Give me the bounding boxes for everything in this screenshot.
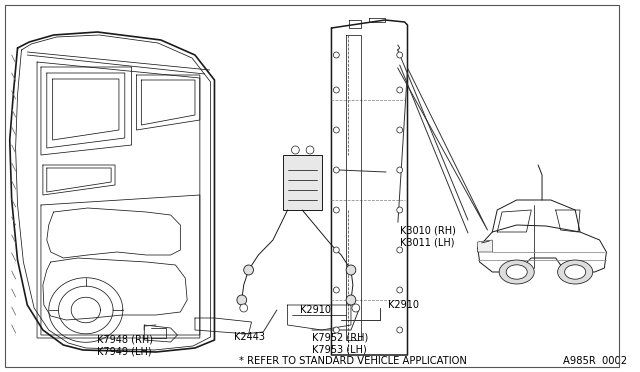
Text: K2443: K2443 xyxy=(234,332,265,342)
Text: K7952 (RH): K7952 (RH) xyxy=(312,332,368,342)
Circle shape xyxy=(333,52,339,58)
Circle shape xyxy=(237,295,246,305)
Circle shape xyxy=(306,146,314,154)
Circle shape xyxy=(397,247,403,253)
Text: K2910: K2910 xyxy=(300,305,332,315)
Text: K2910: K2910 xyxy=(388,300,419,310)
Circle shape xyxy=(244,265,253,275)
Text: K3011 (LH): K3011 (LH) xyxy=(400,237,454,247)
Circle shape xyxy=(333,247,339,253)
Circle shape xyxy=(397,287,403,293)
Text: K7953 (LH): K7953 (LH) xyxy=(312,344,367,354)
Ellipse shape xyxy=(564,265,586,279)
Text: K3010 (RH): K3010 (RH) xyxy=(400,225,456,235)
Circle shape xyxy=(346,265,356,275)
Circle shape xyxy=(397,327,403,333)
Circle shape xyxy=(240,304,248,312)
Circle shape xyxy=(352,304,360,312)
Text: K7948 (RH): K7948 (RH) xyxy=(97,334,154,344)
Circle shape xyxy=(346,295,356,305)
Circle shape xyxy=(397,167,403,173)
Circle shape xyxy=(333,287,339,293)
Circle shape xyxy=(397,87,403,93)
Circle shape xyxy=(333,127,339,133)
Circle shape xyxy=(333,327,339,333)
Circle shape xyxy=(397,127,403,133)
Circle shape xyxy=(333,87,339,93)
Ellipse shape xyxy=(506,265,527,279)
Ellipse shape xyxy=(499,260,534,284)
Polygon shape xyxy=(283,155,322,210)
Circle shape xyxy=(291,146,300,154)
Ellipse shape xyxy=(557,260,593,284)
Circle shape xyxy=(397,52,403,58)
Text: K7949 (LH): K7949 (LH) xyxy=(97,346,152,356)
Polygon shape xyxy=(477,240,492,252)
Circle shape xyxy=(333,207,339,213)
Text: * REFER TO STANDARD VEHICLE APPLICATION: * REFER TO STANDARD VEHICLE APPLICATION xyxy=(239,356,467,366)
Circle shape xyxy=(333,167,339,173)
Text: A985R  0002: A985R 0002 xyxy=(563,356,628,366)
Circle shape xyxy=(397,207,403,213)
